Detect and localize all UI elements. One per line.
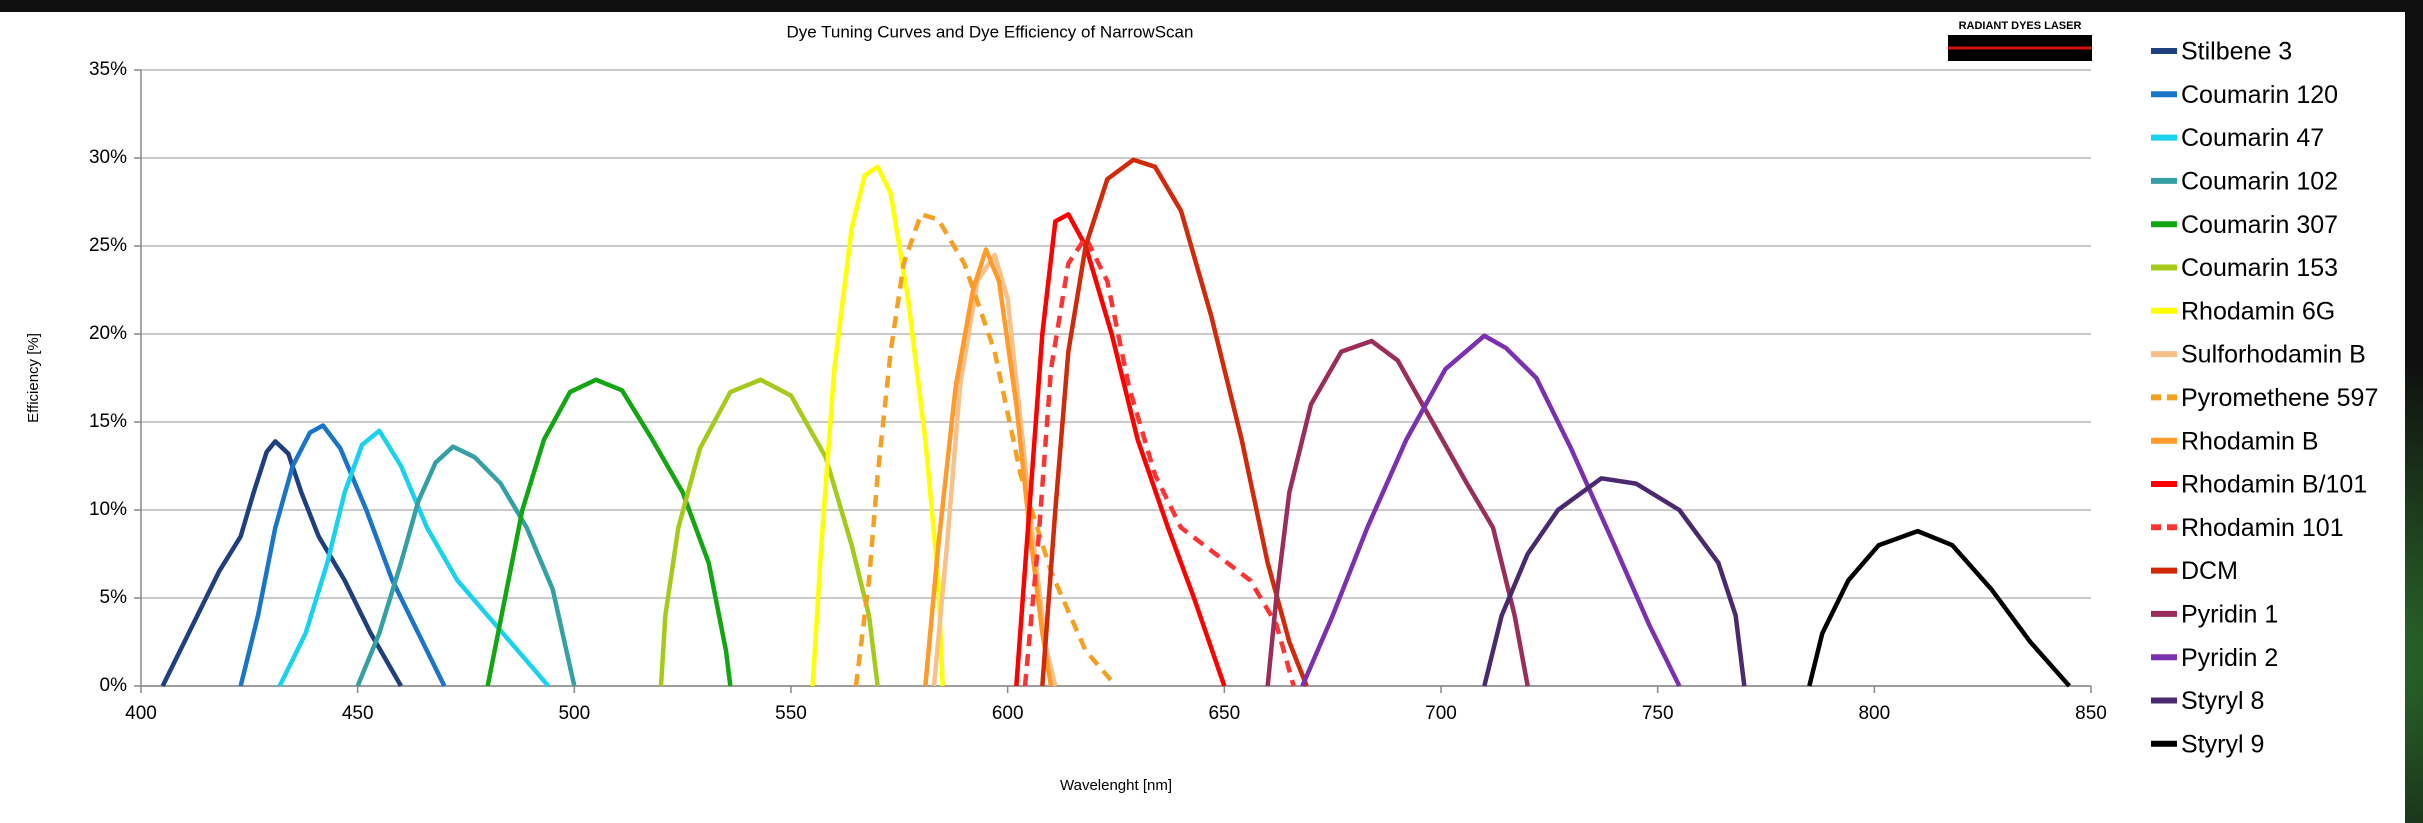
legend-label: Styryl 9 — [2181, 730, 2264, 758]
series-line — [160, 439, 403, 688]
y-tick-label: 10% — [89, 499, 127, 520]
series-line — [1482, 476, 1747, 687]
y-tick-label: 20% — [89, 323, 127, 344]
x-tick-label: 750 — [1642, 703, 1674, 724]
y-tick-label: 15% — [89, 411, 127, 432]
legend-label: Rhodamin 6G — [2181, 297, 2335, 325]
legend-label: Coumarin 102 — [2181, 168, 2338, 196]
series-line — [1300, 333, 1682, 687]
series-line — [658, 377, 880, 687]
series-line — [238, 423, 447, 687]
y-tick-label: 30% — [89, 147, 127, 168]
logo-text: RADIANT DYES LASER — [1959, 20, 2082, 32]
x-tick-label: 650 — [1208, 703, 1240, 724]
x-tick-label: 400 — [125, 703, 157, 724]
legend-label: Coumarin 307 — [2181, 211, 2338, 239]
legend-label: Rhodamin B/101 — [2181, 471, 2367, 499]
series-line — [277, 428, 551, 688]
legend-label: Rhodamin B — [2181, 427, 2319, 455]
series-line — [810, 164, 945, 687]
y-tick-label: 35% — [89, 59, 127, 80]
y-tick-label: 5% — [100, 587, 128, 608]
series-line — [1022, 234, 1296, 687]
series-line — [1807, 528, 2072, 688]
legend-label: Rhodamin 101 — [2181, 514, 2344, 542]
legend-label: Pyridin 1 — [2181, 601, 2278, 629]
logo: RADIANT DYES LASER — [1948, 20, 2092, 61]
x-tick-label: 800 — [1858, 703, 1890, 724]
y-tick-label: 25% — [89, 235, 127, 256]
legend-label: Coumarin 153 — [2181, 254, 2338, 282]
series-line — [355, 444, 577, 687]
legend-label: Pyridin 2 — [2181, 644, 2278, 672]
legend-label: Coumarin 120 — [2181, 81, 2338, 109]
chart-title: Dye Tuning Curves and Dye Efficiency of … — [787, 22, 1194, 41]
y-tick-label: 0% — [100, 675, 128, 696]
legend-label: Coumarin 47 — [2181, 124, 2324, 152]
x-tick-label: 450 — [342, 703, 374, 724]
series-line — [485, 377, 733, 687]
x-axis-label: Wavelenght [nm] — [1060, 777, 1172, 794]
legend-label: Pyromethene 597 — [2181, 384, 2378, 412]
x-tick-label: 700 — [1425, 703, 1457, 724]
x-tick-label: 550 — [775, 703, 807, 724]
legend-label: DCM — [2181, 557, 2238, 585]
legend-label: Styryl 8 — [2181, 687, 2264, 715]
x-tick-label: 500 — [558, 703, 590, 724]
legend-label: Sulforhodamin B — [2181, 341, 2366, 369]
series-line — [1265, 338, 1530, 687]
series-line — [1040, 157, 1309, 687]
x-tick-label: 600 — [992, 703, 1024, 724]
y-axis-label: Efficiency [%] — [25, 333, 42, 423]
x-tick-label: 850 — [2075, 703, 2107, 724]
legend-label: Stilbene 3 — [2181, 38, 2292, 66]
chart-background — [0, 12, 2405, 823]
